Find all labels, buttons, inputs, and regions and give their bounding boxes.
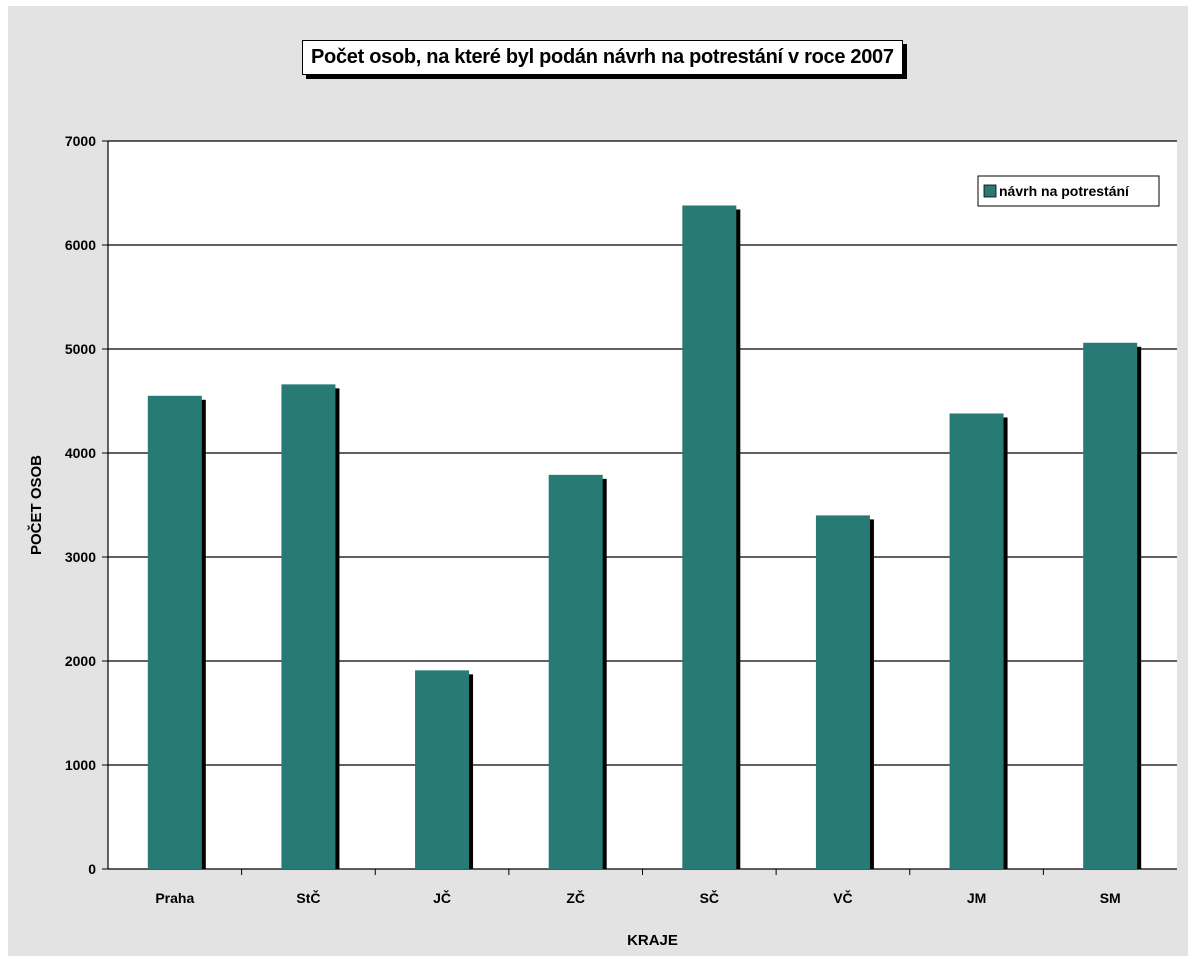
bar <box>1083 342 1138 869</box>
x-tick-label: StČ <box>296 889 320 906</box>
bar <box>949 413 1004 869</box>
x-tick-label: Praha <box>155 890 194 906</box>
x-tick-label: SM <box>1100 890 1121 906</box>
bar <box>281 384 336 869</box>
plot-area <box>108 141 1177 869</box>
legend-box <box>977 175 1160 207</box>
legend-label: návrh na potrestání <box>999 183 1130 199</box>
x-tick-label: ZČ <box>566 889 585 906</box>
bar <box>147 395 202 869</box>
y-axis-title: POČET OSOB <box>27 455 45 555</box>
bar <box>682 205 737 870</box>
y-tick-label: 0 <box>88 861 96 877</box>
legend-swatch <box>983 184 997 198</box>
y-tick-label: 6000 <box>65 237 96 253</box>
y-tick-label: 1000 <box>65 757 96 773</box>
x-tick-label: JČ <box>433 889 451 906</box>
chart-title: Počet osob, na které byl podán návrh na … <box>302 40 903 75</box>
bar <box>815 515 870 869</box>
x-axis-title: KRAJE <box>627 932 678 949</box>
y-tick-label: 4000 <box>65 445 96 461</box>
x-tick-label: SČ <box>700 889 719 906</box>
x-tick-label: JM <box>967 890 986 906</box>
y-tick-label: 7000 <box>65 133 96 149</box>
bar <box>415 670 470 869</box>
bar <box>548 474 603 869</box>
y-tick-label: 2000 <box>65 653 96 669</box>
y-tick-label: 5000 <box>65 341 96 357</box>
y-tick-label: 3000 <box>65 549 96 565</box>
x-tick-label: VČ <box>833 889 852 906</box>
